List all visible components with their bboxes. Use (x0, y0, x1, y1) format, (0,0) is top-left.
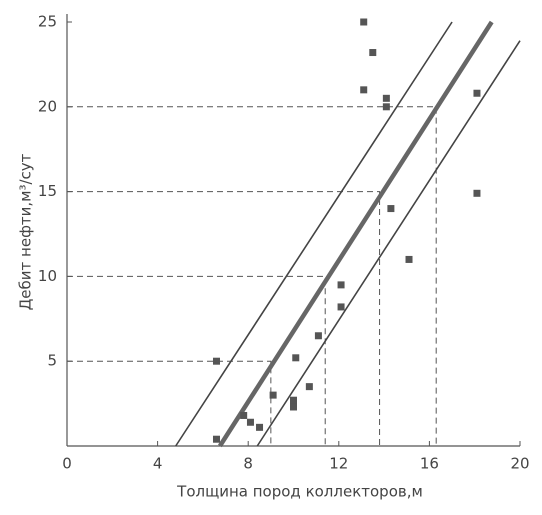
x-tick-label: 12 (329, 455, 348, 473)
point (212, 357, 220, 365)
point (246, 418, 254, 426)
point (305, 383, 313, 391)
x-axis-label: Толщина пород коллекторов,м (176, 483, 423, 501)
point (405, 255, 413, 263)
point (256, 423, 264, 431)
guide-line (67, 275, 326, 446)
point (387, 205, 395, 213)
point (369, 49, 377, 57)
point (360, 18, 368, 26)
point (240, 411, 248, 419)
point (473, 189, 481, 197)
point (212, 435, 220, 443)
point (292, 354, 300, 362)
point (382, 103, 390, 111)
y-tick-label: 15 (38, 182, 57, 200)
guide-line (67, 360, 272, 446)
trend-line (175, 21, 453, 447)
point (290, 403, 297, 411)
y-axis-label: Дебит нефти,м³/сут (17, 153, 35, 310)
point (314, 332, 322, 340)
point (360, 86, 368, 94)
x-tick-label: 4 (153, 455, 163, 473)
x-tick-label: 16 (420, 455, 439, 473)
x-tick-label: 20 (510, 455, 529, 473)
x-tick-label: 8 (243, 455, 253, 473)
point (382, 94, 390, 102)
trend-line (217, 20, 494, 448)
x-tick-label: 0 (62, 455, 72, 473)
point (337, 303, 345, 311)
point (269, 391, 277, 399)
trend-line (256, 40, 521, 447)
y-tick-label: 10 (38, 267, 57, 285)
y-tick-label: 25 (38, 13, 57, 31)
guide-line (67, 191, 381, 446)
point (473, 89, 481, 97)
point (337, 281, 345, 289)
y-tick-label: 5 (47, 352, 57, 370)
guide-line (67, 106, 437, 446)
y-tick-label: 20 (38, 97, 57, 115)
point (290, 396, 297, 404)
